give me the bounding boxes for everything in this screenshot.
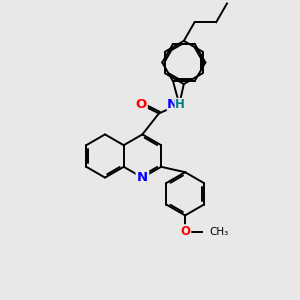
Text: N: N [167, 98, 178, 111]
Text: O: O [135, 98, 146, 111]
Text: H: H [175, 98, 184, 111]
Text: O: O [180, 225, 190, 239]
Text: N: N [137, 171, 148, 184]
Text: CH₃: CH₃ [209, 227, 228, 237]
